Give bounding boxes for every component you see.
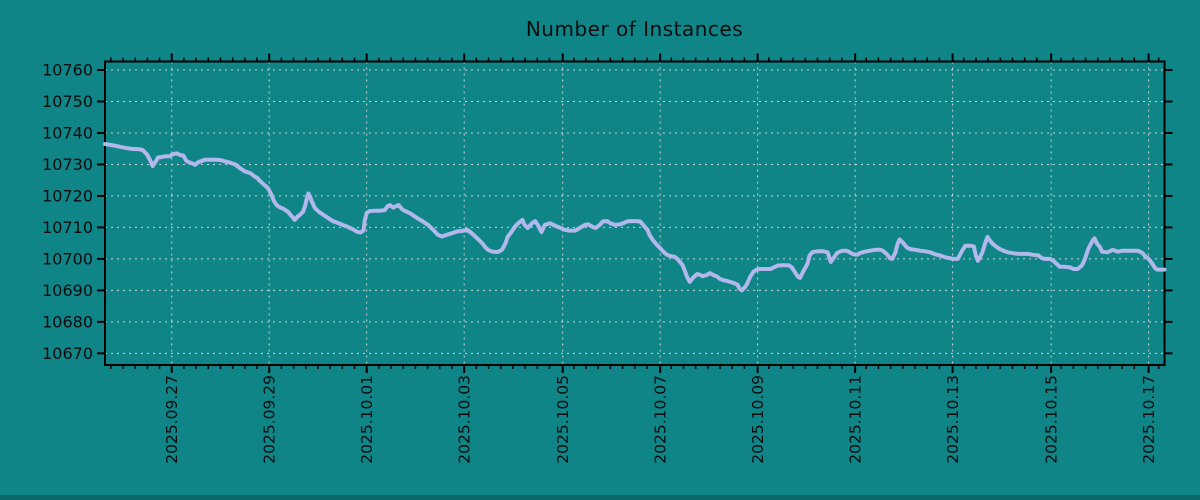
- x-tick-label: 2025.10.13: [944, 375, 962, 464]
- series-line-instances: [103, 142, 1167, 293]
- x-tick-label: 2025.10.11: [847, 375, 865, 464]
- y-tick-label: 10680: [42, 312, 93, 331]
- y-tick-label: 10760: [42, 61, 93, 80]
- y-tick-label: 10730: [42, 155, 93, 174]
- window-bottom-edge: [0, 495, 1200, 500]
- y-tick-label: 10740: [42, 124, 93, 143]
- y-tick-label: 10670: [42, 344, 93, 363]
- y-tick-label: 10750: [42, 92, 93, 111]
- x-tick-label: 2025.10.03: [456, 375, 474, 464]
- x-tick-label: 2025.10.15: [1043, 375, 1061, 464]
- x-tick-label: 2025.10.01: [358, 375, 376, 464]
- x-tick-label: 2025.09.27: [163, 375, 181, 464]
- x-tick-label: 2025.10.17: [1140, 375, 1158, 464]
- x-tick-label: 2025.10.07: [652, 375, 670, 464]
- y-tick-label: 10700: [42, 250, 93, 269]
- x-tick-label: 2025.09.29: [261, 375, 279, 464]
- y-tick-label: 10720: [42, 187, 93, 206]
- y-tick-label: 10690: [42, 281, 93, 300]
- chart-title: Number of Instances: [525, 17, 744, 41]
- y-tick-label: 10710: [42, 218, 93, 237]
- plot-frame: [104, 60, 1166, 366]
- x-tick-label: 2025.10.05: [554, 375, 572, 464]
- x-tick-label: 2025.10.09: [749, 375, 767, 464]
